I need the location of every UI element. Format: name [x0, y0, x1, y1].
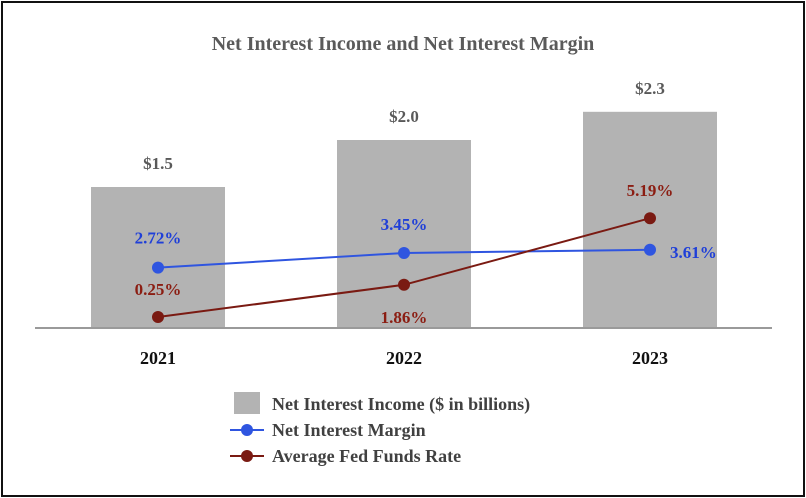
legend-label-fed-funds: Average Fed Funds Rate	[272, 446, 461, 466]
bar-label-nii-2023: $2.3	[635, 79, 665, 98]
nim-point-2023	[644, 243, 656, 256]
fed-funds-label-2021: 0.25%	[135, 280, 182, 299]
chart-title: Net Interest Income and Net Interest Mar…	[212, 33, 595, 55]
fed-funds-label-2022: 1.86%	[381, 308, 428, 327]
x-tick-2022: 2022	[386, 348, 422, 368]
bar-label-nii-2022: $2.0	[389, 107, 419, 126]
legend-swatch-nii	[234, 392, 260, 414]
legend-marker-fed-funds	[241, 450, 253, 462]
legend-marker-nim	[241, 424, 253, 436]
nim-label-2021: 2.72%	[135, 229, 182, 248]
nim-label-2022: 3.45%	[381, 215, 428, 234]
x-tick-2021: 2021	[140, 348, 176, 368]
fed-funds-point-2022	[398, 278, 410, 291]
nim-point-2022	[398, 247, 410, 259]
x-tick-2023: 2023	[632, 348, 668, 368]
bar-nii-2021	[91, 187, 225, 328]
bar-nii-2022	[337, 140, 471, 328]
fed-funds-point-2023	[644, 212, 656, 225]
nim-label-2023: 3.61%	[670, 243, 717, 262]
nim-point-2021	[152, 261, 164, 274]
bar-label-nii-2021: $1.5	[143, 154, 173, 173]
fed-funds-point-2021	[152, 311, 164, 323]
legend-label-nim: Net Interest Margin	[272, 420, 426, 440]
fed-funds-label-2023: 5.19%	[627, 181, 674, 200]
legend-label-nii: Net Interest Income ($ in billions)	[272, 394, 530, 415]
